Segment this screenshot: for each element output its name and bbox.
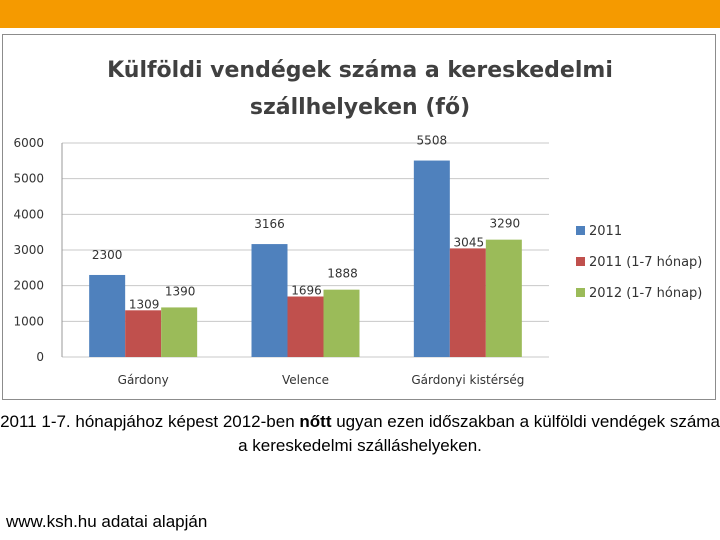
data-label: 3045 bbox=[454, 235, 485, 249]
x-category-label: Velence bbox=[282, 373, 329, 387]
bar bbox=[161, 307, 198, 357]
data-label: 5508 bbox=[417, 134, 448, 148]
caption-text: 2011 1-7. hónapjához képest 2012-ben nőt… bbox=[0, 410, 720, 458]
y-tick-label: 3000 bbox=[13, 243, 44, 257]
bar bbox=[413, 160, 450, 357]
bar-chart: 0 1000 2000 3000 4000 5000 6000 2300 1309 1390 31… bbox=[13, 134, 702, 387]
y-tick-label: 5000 bbox=[13, 172, 44, 186]
data-label: 2300 bbox=[92, 248, 123, 262]
legend-label: 2011 (1-7 hónap) bbox=[589, 255, 702, 270]
data-label: 1390 bbox=[165, 284, 196, 298]
x-axis-categories: Gárdony Velence Gárdonyi kistérség bbox=[118, 373, 525, 387]
data-label: 3290 bbox=[490, 217, 521, 231]
bar bbox=[89, 274, 126, 357]
top-accent-bar bbox=[0, 0, 720, 28]
data-label: 1309 bbox=[129, 297, 160, 311]
data-label: 1696 bbox=[291, 284, 322, 298]
bar bbox=[485, 239, 522, 357]
bar bbox=[287, 296, 324, 357]
y-axis-ticks: 0 1000 2000 3000 4000 5000 6000 bbox=[13, 136, 44, 364]
data-labels: 2300 1309 1390 3166 1696 1888 5508 3045 3290 bbox=[92, 134, 520, 312]
bar bbox=[449, 248, 486, 357]
legend-label: 2012 (1-7 hónap) bbox=[589, 286, 702, 301]
caption-bold-word: nőtt bbox=[299, 412, 332, 431]
source-note: www.ksh.hu adatai alapján bbox=[6, 512, 208, 531]
legend: 2011 2011 (1-7 hónap) 2012 (1-7 hónap) bbox=[576, 224, 702, 301]
y-tick-label: 4000 bbox=[13, 207, 44, 221]
legend-swatch bbox=[576, 257, 585, 266]
x-category-label: Gárdony bbox=[118, 373, 169, 387]
chart-title-line1: Külföldi vendégek száma a kereskedelmi bbox=[107, 58, 613, 83]
y-tick-label: 1000 bbox=[13, 314, 44, 328]
bar bbox=[323, 289, 360, 357]
data-label: 1888 bbox=[327, 267, 358, 281]
legend-label: 2011 bbox=[589, 224, 622, 239]
caption-part2: ugyan ezen időszakban a külföldi vendége… bbox=[238, 412, 720, 455]
y-tick-label: 0 bbox=[36, 350, 44, 364]
chart-title-line2: szállhelyeken (fő) bbox=[249, 95, 471, 120]
y-tick-label: 6000 bbox=[13, 136, 44, 150]
data-label: 3166 bbox=[254, 217, 285, 231]
x-category-label: Gárdonyi kistérség bbox=[411, 373, 524, 387]
chart-title: Külföldi vendégek száma a kereskedelmi s… bbox=[0, 52, 720, 126]
caption-part1: 2011 1-7. hónapjához képest 2012-ben bbox=[0, 412, 300, 431]
legend-swatch bbox=[576, 288, 585, 297]
legend-swatch bbox=[576, 226, 585, 235]
bar bbox=[251, 244, 288, 357]
bar bbox=[125, 310, 162, 357]
y-tick-label: 2000 bbox=[13, 279, 44, 293]
bars bbox=[89, 160, 522, 357]
